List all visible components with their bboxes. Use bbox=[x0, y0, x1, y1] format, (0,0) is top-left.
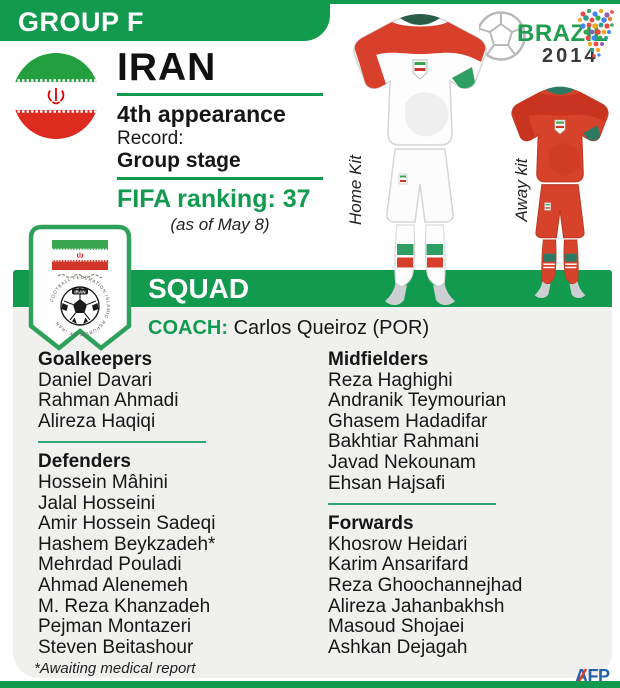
country-name: IRAN bbox=[117, 46, 217, 89]
record-label: Record: bbox=[117, 128, 184, 149]
squad-column-left: Goalkeepers Daniel Davari Rahman Ahmadi Al… bbox=[38, 349, 320, 658]
group-banner: GROUP F bbox=[0, 0, 330, 41]
player-name: Amir Hossein Sadeqi bbox=[38, 513, 216, 535]
section-title: Defenders bbox=[38, 451, 131, 473]
socks bbox=[394, 224, 446, 287]
player-name: Javad Nekounam bbox=[328, 451, 476, 473]
player-name: Ehsan Hajsafi bbox=[328, 472, 446, 494]
player-name: Ashkan Dejagah bbox=[328, 636, 468, 658]
crest-persian-script bbox=[57, 273, 103, 279]
section-title: Forwards bbox=[328, 513, 414, 535]
soccer-ball-icon bbox=[479, 11, 526, 61]
player-name: Reza Haghighi bbox=[328, 369, 453, 391]
divider-line bbox=[117, 177, 323, 180]
fifa-ranking: FIFA ranking: 37 bbox=[117, 185, 311, 213]
player-name: Jalal Hosseini bbox=[38, 492, 156, 514]
player-list: Daniel Davari Rahman Ahmadi Alireza Haqiqi bbox=[38, 369, 320, 433]
socks bbox=[541, 239, 579, 285]
record-value: Group stage bbox=[117, 149, 241, 172]
player-name: Rahman Ahmadi bbox=[38, 390, 179, 412]
appearance-text: 4th appearance bbox=[117, 101, 286, 127]
squad-title: SQUAD bbox=[148, 273, 250, 304]
player-name: Karim Ansarifard bbox=[328, 554, 469, 576]
home-kit-label: Home Kit bbox=[346, 155, 365, 225]
section-defenders: Defenders Hossein Mâhini Jalal Hosseini Am… bbox=[38, 452, 320, 658]
coach-name: Carlos Queiroz (POR) bbox=[233, 317, 430, 339]
player-name: Bakhtiar Rahmani bbox=[328, 431, 480, 453]
section-separator bbox=[38, 441, 206, 444]
player-name: Steven Beitashour bbox=[38, 636, 194, 658]
section-goalkeepers: Goalkeepers Daniel Davari Rahman Ahmadi Al… bbox=[38, 349, 320, 433]
crest-ball-label: IRAN bbox=[74, 289, 86, 294]
squad-column-right: Midfielders Reza Haghighi Andranik Teymou… bbox=[328, 349, 610, 658]
section-forwards: Forwards Khosrow Heidari Karim Ansarifard… bbox=[328, 514, 610, 658]
iran-flag-icon bbox=[13, 53, 99, 139]
player-name: Ghasem Hadadifar bbox=[328, 410, 488, 432]
player-name: Andranik Teymourian bbox=[328, 390, 507, 412]
shorts-badge bbox=[398, 173, 408, 185]
section-title: Goalkeepers bbox=[38, 349, 153, 370]
bottom-bar bbox=[0, 681, 620, 688]
country-info: IRAN 4th appearance Record: Group stage … bbox=[117, 46, 323, 236]
away-kit-illustration bbox=[511, 86, 609, 298]
player-list: Reza Haghighi Andranik Teymourian Ghasem H… bbox=[328, 369, 610, 495]
section-midfielders: Midfielders Reza Haghighi Andranik Teymou… bbox=[328, 349, 610, 495]
player-name: Mehrdad Pouladi bbox=[38, 554, 182, 576]
away-kit-label: Away kit bbox=[512, 158, 531, 222]
player-name: Daniel Davari bbox=[38, 369, 153, 391]
player-name: Ahmad Alenemeh bbox=[38, 574, 188, 596]
player-name: Masoud Shojaei bbox=[328, 616, 465, 638]
home-kit-illustration bbox=[353, 14, 487, 306]
player-list: Khosrow Heidari Karim Ansarifard Reza Ghoo… bbox=[328, 533, 610, 659]
crest-ball: IRAN bbox=[60, 286, 100, 326]
brazil-dots-decoration bbox=[578, 8, 614, 58]
group-label: GROUP F bbox=[18, 7, 145, 37]
divider-line bbox=[117, 93, 323, 96]
flag-emblem bbox=[47, 88, 65, 105]
shirt-badge bbox=[412, 59, 428, 80]
shirt-badge bbox=[554, 119, 566, 135]
player-name: Alireza Jahanbakhsh bbox=[328, 595, 505, 617]
shorts-badge bbox=[544, 202, 551, 211]
coach-line: COACH: Carlos Queiroz (POR) bbox=[148, 316, 429, 340]
player-name: M. Reza Khanzadeh bbox=[38, 595, 211, 617]
section-separator bbox=[328, 503, 496, 506]
fifa-ranking-note: (as of May 8) bbox=[170, 215, 270, 234]
player-name: Alireza Haqiqi bbox=[38, 410, 156, 432]
medical-footnote: *Awaiting medical report bbox=[34, 660, 196, 677]
federation-crest: IRAN FOOTBALL FEDERATION ISLAMIC REPUBLI… bbox=[28, 224, 132, 351]
player-name: Hashem Beykzadeh* bbox=[38, 533, 216, 555]
section-title: Midfielders bbox=[328, 349, 429, 370]
crest-flag bbox=[51, 240, 109, 270]
player-name: Pejman Montazeri bbox=[38, 616, 192, 638]
player-name: Reza Ghoochannejhad bbox=[328, 574, 523, 596]
brazil-2014-logo: BRAZIL 2014 bbox=[479, 8, 614, 67]
player-name: Khosrow Heidari bbox=[328, 533, 468, 555]
player-list: Hossein Mâhini Jalal Hosseini Amir Hossein… bbox=[38, 471, 320, 658]
boots bbox=[385, 282, 455, 306]
brazil-logo-year: 2014 bbox=[542, 45, 599, 67]
boots bbox=[534, 281, 586, 298]
player-name: Hossein Mâhini bbox=[38, 471, 168, 493]
coach-label: COACH: bbox=[148, 317, 228, 339]
